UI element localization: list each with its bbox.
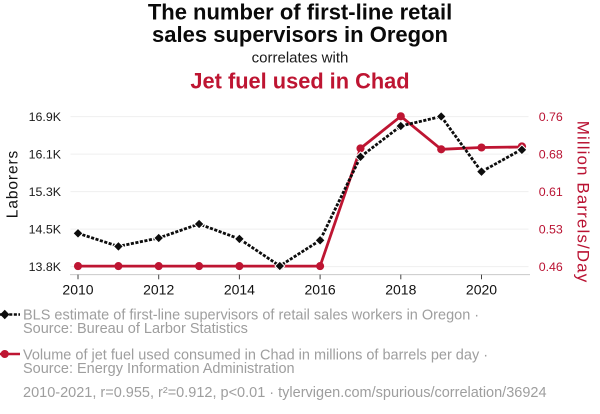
svg-text:sales supervisors in Oregon: sales supervisors in Oregon — [152, 22, 448, 47]
svg-text:Source: Bureau of Larbor Stati: Source: Bureau of Larbor Statistics — [23, 321, 248, 337]
svg-text:0.76: 0.76 — [539, 110, 563, 124]
svg-text:Volume of jet fuel used consum: Volume of jet fuel used consumed in Chad… — [23, 348, 488, 364]
svg-text:2018: 2018 — [385, 282, 416, 298]
svg-text:BLS estimate of first-line sup: BLS estimate of first-line supervisors o… — [23, 307, 479, 323]
svg-text:15.3K: 15.3K — [29, 185, 62, 199]
svg-text:2020: 2020 — [466, 282, 497, 298]
svg-text:0.46: 0.46 — [539, 260, 563, 274]
svg-text:Jet fuel used in Chad: Jet fuel used in Chad — [190, 69, 409, 94]
svg-text:0.68: 0.68 — [539, 147, 563, 161]
svg-text:2010-2021, r=0.955, r²=0.912,: 2010-2021, r=0.955, r²=0.912, p<0.01 · t… — [23, 385, 547, 401]
svg-text:2012: 2012 — [143, 282, 174, 298]
svg-text:Million Barrels/Day: Million Barrels/Day — [574, 121, 593, 284]
svg-text:0.61: 0.61 — [539, 185, 563, 199]
svg-text:correlates with: correlates with — [252, 50, 349, 67]
svg-text:Laborers: Laborers — [5, 150, 22, 218]
svg-text:Source: Energy Information Adm: Source: Energy Information Administratio… — [23, 361, 295, 377]
svg-text:13.8K: 13.8K — [29, 260, 62, 274]
svg-text:The number of first-line retai: The number of first-line retail — [148, 0, 452, 25]
svg-text:16.9K: 16.9K — [29, 110, 62, 124]
svg-text:16.1K: 16.1K — [29, 147, 62, 161]
svg-text:2010: 2010 — [62, 282, 93, 298]
svg-text:14.5K: 14.5K — [29, 222, 62, 236]
svg-text:2014: 2014 — [224, 282, 255, 298]
svg-text:0.53: 0.53 — [539, 222, 563, 236]
svg-text:2016: 2016 — [305, 282, 336, 298]
